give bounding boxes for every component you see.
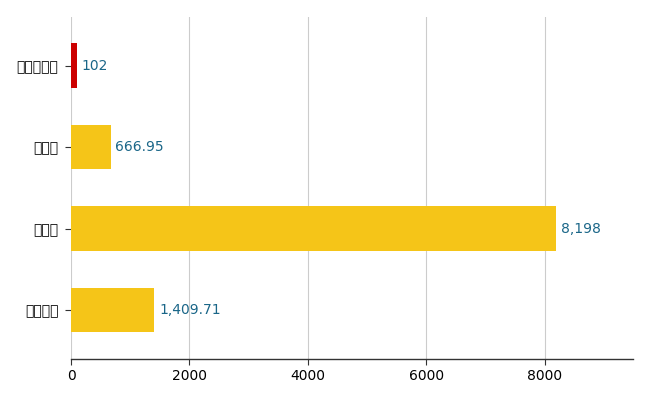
- Bar: [71, 43, 77, 88]
- Text: 8,198: 8,198: [561, 222, 601, 236]
- Text: 666.95: 666.95: [115, 140, 164, 154]
- Text: 102: 102: [82, 58, 108, 72]
- Text: 1,409.71: 1,409.71: [159, 303, 221, 317]
- Bar: [71, 125, 110, 170]
- Bar: [71, 206, 556, 251]
- Bar: [71, 288, 155, 332]
